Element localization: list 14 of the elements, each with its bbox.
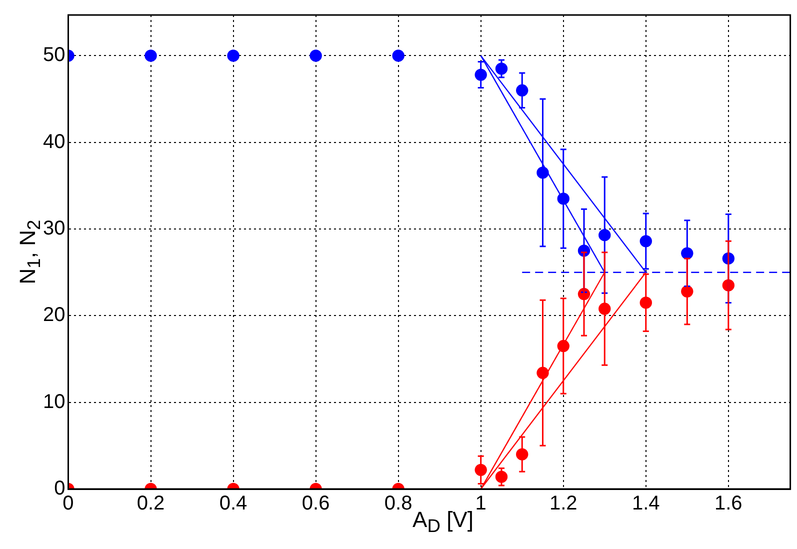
y-tick-label: 50 bbox=[42, 44, 66, 66]
x-tick-label: 1.4 bbox=[632, 492, 660, 515]
x-tick-label: 0.8 bbox=[384, 492, 412, 515]
x-tick-label: 0.4 bbox=[219, 492, 248, 515]
y-tick-label: 10 bbox=[42, 390, 66, 413]
y-tick-label: 20 bbox=[42, 304, 66, 326]
x-tick-label: 0.2 bbox=[136, 492, 165, 515]
x-tick-label: 1 bbox=[475, 492, 486, 515]
y-tick-label: 40 bbox=[42, 130, 66, 153]
x-tick-label: 0.6 bbox=[302, 492, 330, 515]
x-axis-title: A$_{D}$ [V] bbox=[412, 506, 474, 538]
x-tick-label: 1.6 bbox=[714, 492, 742, 515]
x-tick-label: 1.2 bbox=[549, 492, 578, 515]
y-tick-label: 30 bbox=[42, 218, 66, 240]
